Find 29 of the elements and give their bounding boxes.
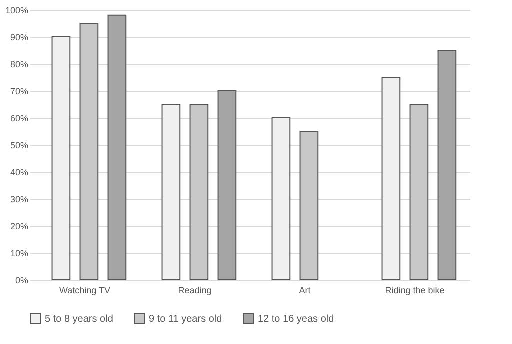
y-tick-label: 0% bbox=[15, 276, 28, 286]
y-tick-label: 100% bbox=[5, 6, 28, 16]
y-tick-label: 10% bbox=[10, 248, 28, 258]
bar bbox=[108, 14, 127, 280]
legend-label: 12 to 16 yeas old bbox=[258, 314, 334, 325]
y-tick-label: 70% bbox=[10, 86, 28, 96]
bar bbox=[218, 90, 237, 280]
x-tick-label: Watching TV bbox=[59, 286, 111, 296]
y-tick-label: 50% bbox=[10, 140, 28, 150]
legend-label: 5 to 8 years old bbox=[45, 314, 114, 325]
y-tick-label: 80% bbox=[10, 60, 28, 70]
bar bbox=[382, 77, 401, 280]
bar bbox=[190, 104, 209, 280]
y-tick-label: 60% bbox=[10, 114, 28, 124]
y-tick-label: 20% bbox=[10, 222, 28, 232]
x-tick-label: Riding the bike bbox=[385, 286, 445, 296]
legend-label: 9 to 11 years old bbox=[149, 314, 222, 325]
y-tick-label: 40% bbox=[10, 168, 28, 178]
x-tick-label: Art bbox=[299, 286, 312, 296]
y-tick-label: 90% bbox=[10, 32, 28, 42]
bar bbox=[272, 118, 291, 280]
bar bbox=[300, 131, 319, 280]
bar bbox=[52, 36, 71, 280]
x-tick-label: Reading bbox=[178, 286, 212, 296]
bar bbox=[438, 50, 457, 280]
bar bbox=[410, 104, 429, 280]
bar bbox=[162, 104, 181, 280]
y-tick-label: 30% bbox=[10, 194, 28, 204]
bar bbox=[80, 23, 99, 280]
